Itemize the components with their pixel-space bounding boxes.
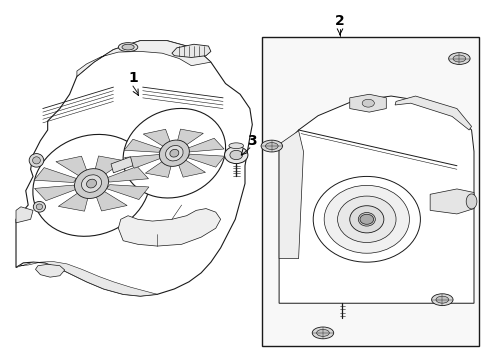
- Polygon shape: [177, 159, 205, 177]
- Polygon shape: [16, 41, 252, 296]
- Ellipse shape: [358, 212, 375, 226]
- Circle shape: [224, 147, 248, 163]
- Ellipse shape: [32, 157, 40, 164]
- Polygon shape: [350, 94, 386, 112]
- Ellipse shape: [123, 108, 225, 198]
- Polygon shape: [95, 190, 127, 211]
- Polygon shape: [279, 131, 303, 258]
- Bar: [262, 37, 479, 346]
- Polygon shape: [16, 261, 157, 296]
- Ellipse shape: [324, 185, 410, 253]
- Polygon shape: [77, 41, 211, 76]
- Polygon shape: [118, 208, 220, 246]
- Ellipse shape: [261, 140, 283, 152]
- Ellipse shape: [122, 44, 134, 50]
- Polygon shape: [16, 207, 33, 223]
- Ellipse shape: [313, 176, 420, 262]
- Ellipse shape: [87, 179, 97, 188]
- Polygon shape: [176, 129, 203, 147]
- Polygon shape: [111, 157, 133, 173]
- Polygon shape: [34, 168, 76, 183]
- Ellipse shape: [449, 53, 470, 64]
- Ellipse shape: [118, 42, 138, 51]
- Ellipse shape: [74, 168, 108, 198]
- Ellipse shape: [36, 204, 43, 210]
- Ellipse shape: [266, 143, 278, 149]
- Polygon shape: [187, 154, 224, 167]
- Ellipse shape: [338, 196, 396, 243]
- Ellipse shape: [436, 296, 449, 303]
- Polygon shape: [124, 154, 162, 168]
- Circle shape: [360, 214, 374, 224]
- Polygon shape: [395, 96, 471, 130]
- Text: 3: 3: [247, 134, 257, 148]
- Polygon shape: [106, 166, 148, 182]
- Ellipse shape: [350, 206, 384, 233]
- Ellipse shape: [166, 145, 183, 161]
- Text: 2: 2: [335, 14, 345, 28]
- Polygon shape: [124, 139, 161, 152]
- Polygon shape: [146, 159, 172, 177]
- Ellipse shape: [432, 294, 453, 306]
- Polygon shape: [58, 191, 89, 211]
- Ellipse shape: [170, 149, 179, 157]
- Ellipse shape: [312, 327, 334, 339]
- Polygon shape: [172, 44, 211, 58]
- Polygon shape: [106, 185, 149, 199]
- Ellipse shape: [229, 143, 244, 149]
- Polygon shape: [56, 156, 88, 177]
- Ellipse shape: [317, 329, 329, 336]
- Ellipse shape: [466, 194, 477, 209]
- Text: 1: 1: [128, 71, 138, 85]
- Polygon shape: [94, 156, 125, 176]
- Polygon shape: [279, 96, 474, 303]
- Polygon shape: [143, 129, 171, 147]
- Ellipse shape: [29, 154, 44, 167]
- Polygon shape: [430, 189, 474, 214]
- Ellipse shape: [362, 99, 374, 107]
- Ellipse shape: [159, 140, 189, 166]
- Polygon shape: [35, 185, 77, 201]
- Ellipse shape: [33, 202, 46, 212]
- Ellipse shape: [33, 134, 150, 236]
- Ellipse shape: [81, 175, 101, 192]
- Ellipse shape: [453, 55, 465, 62]
- Polygon shape: [187, 138, 224, 152]
- Polygon shape: [35, 264, 65, 277]
- Circle shape: [230, 150, 243, 159]
